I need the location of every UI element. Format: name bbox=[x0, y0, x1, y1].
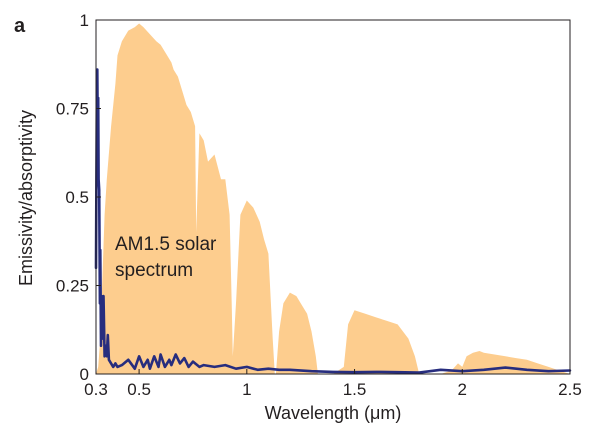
emissivity-line bbox=[94, 68, 572, 374]
solar-spectrum-area bbox=[96, 23, 570, 374]
x-tick-label: 1.5 bbox=[343, 380, 367, 399]
x-tick-label: 2 bbox=[458, 380, 467, 399]
x-axis-title: Wavelength (μm) bbox=[265, 403, 402, 423]
y-tick-label: 0 bbox=[80, 365, 89, 384]
x-axis-ticks: 0.3 0.5 1 1.5 2 2.5 bbox=[84, 369, 582, 399]
panel-label: a bbox=[14, 15, 26, 37]
x-tick-label: 1 bbox=[242, 380, 251, 399]
annotation-line-2: spectrum bbox=[115, 260, 193, 281]
y-tick-label: 0.5 bbox=[65, 188, 89, 207]
y-tick-label: 0.75 bbox=[56, 100, 89, 119]
y-tick-label: 1 bbox=[80, 11, 89, 30]
emissivity-line-layer bbox=[94, 68, 572, 374]
solar-spectrum-area-layer bbox=[96, 23, 570, 374]
y-axis-title: Emissivity/absorptivity bbox=[16, 110, 36, 286]
x-tick-label: 0.5 bbox=[127, 380, 151, 399]
x-tick-label: 2.5 bbox=[558, 380, 582, 399]
annotation-line-1: AM1.5 solar bbox=[115, 234, 217, 255]
x-tick-label: 0.3 bbox=[84, 380, 108, 399]
y-axis-ticks: 0 0.25 0.5 0.75 1 bbox=[56, 11, 101, 384]
y-tick-label: 0.25 bbox=[56, 277, 89, 296]
